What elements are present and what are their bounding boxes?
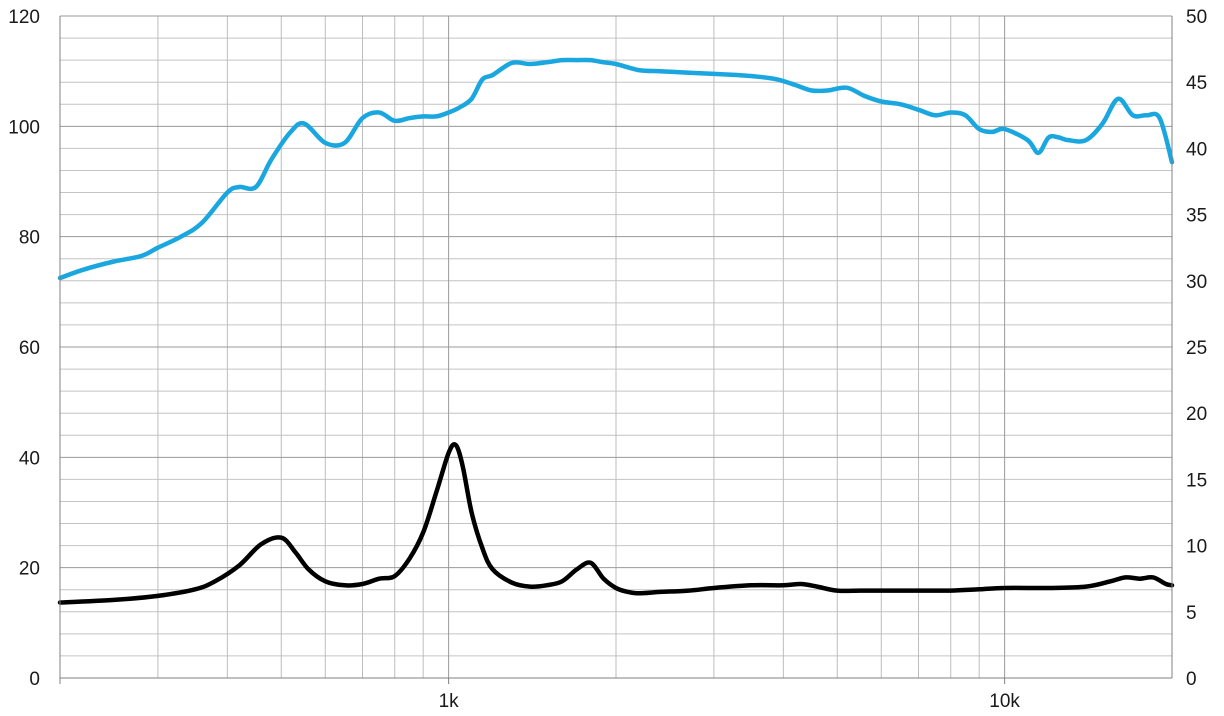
left-y-tick-label: 80	[19, 228, 40, 249]
left-y-tick-label: 0	[29, 669, 40, 690]
spl-series-line	[57, 57, 1175, 281]
right-y-tick-label: 5	[1186, 603, 1197, 624]
x-tick-label: 1k	[439, 691, 460, 712]
right-y-tick-label: 45	[1186, 73, 1207, 94]
right-y-tick-label: 15	[1186, 470, 1207, 491]
right-y-tick-label: 35	[1186, 206, 1207, 227]
right-y-tick-label: 20	[1186, 404, 1207, 425]
right-y-tick-label: 40	[1186, 139, 1207, 160]
right-y-tick-label: 25	[1186, 338, 1207, 359]
left-y-tick-label: 60	[19, 338, 40, 359]
series-layer	[57, 57, 1175, 605]
tick-labels: 0 20 40 60 80 100 120 0 5 10 15 20 25 30 35 40 45 50 1k 10k	[8, 7, 1207, 712]
left-y-tick-label: 20	[19, 559, 40, 580]
right-y-tick-label: 30	[1186, 272, 1207, 293]
axes	[59, 16, 1173, 684]
right-y-tick-label: 0	[1186, 669, 1197, 690]
right-y-tick-label: 50	[1186, 7, 1207, 28]
left-y-tick-label: 120	[8, 7, 40, 28]
right-y-tick-label: 10	[1186, 537, 1207, 558]
x-tick-label: 10k	[989, 691, 1020, 712]
impedance-series-line	[57, 442, 1175, 605]
left-y-tick-label: 40	[19, 448, 40, 469]
left-y-tick-label: 100	[8, 117, 40, 138]
